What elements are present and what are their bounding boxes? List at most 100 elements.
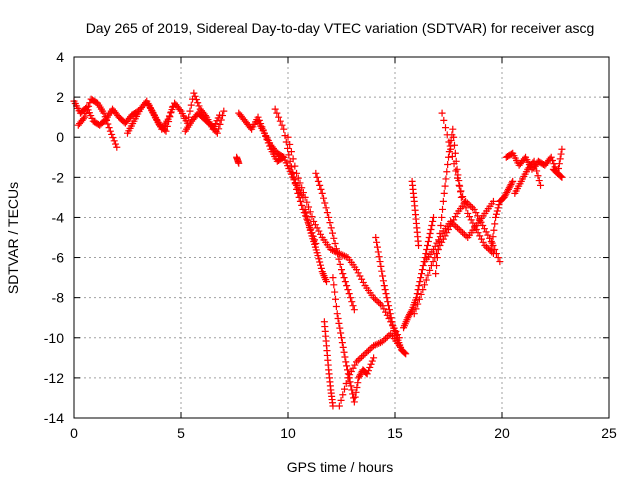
data-point [457,193,465,201]
y-tick-label: 0 [56,129,64,145]
data-point [316,181,324,189]
grid [74,57,609,418]
data-point [370,354,378,362]
data-point [429,258,437,266]
data-point [352,358,360,366]
data-point [358,275,366,283]
data-point [298,201,306,209]
data-point [465,201,473,209]
data-point [339,343,347,351]
data-point [443,168,451,176]
series-sat-track-14 [329,274,378,406]
data-point [338,266,345,274]
data-point [442,175,450,183]
data-point [263,136,271,144]
series-sat-track-15 [335,330,403,410]
data-point [191,92,199,100]
data-point [557,150,565,158]
series-sat-track-16 [372,234,410,358]
data-point [187,101,195,109]
data-point [332,302,340,310]
data-point [167,109,175,117]
data-point [346,294,354,302]
data-point [480,225,488,233]
data-point [323,278,331,286]
data-point [330,281,338,289]
data-point [312,169,320,177]
data-point [503,189,511,197]
data-point [428,221,436,229]
data-point [557,173,565,181]
data-point [367,360,375,368]
data-point [378,267,386,275]
data-point [291,162,299,170]
data-point [350,306,358,314]
data-point [490,226,498,234]
data-point [314,177,322,185]
data-point [493,207,501,215]
data-point [347,367,355,375]
data-point [455,225,463,233]
chart-title: Day 265 of 2019, Sidereal Day-to-day VTE… [86,20,595,36]
data-point [487,246,495,254]
data-point [315,255,323,263]
data-point [437,221,445,229]
data-point [354,269,362,277]
data-point [433,262,441,270]
data-point [417,274,425,282]
data-point [479,238,487,246]
data-point [348,386,356,394]
data-point [381,286,389,294]
data-point [459,229,467,237]
data-point [441,182,449,190]
data-point [293,185,301,193]
data-point [415,242,423,250]
data-point [334,250,342,258]
data-point [481,242,489,250]
data-point [547,153,555,161]
data-point [484,245,492,253]
data-point [306,208,314,216]
data-point [370,342,378,350]
data-point [340,385,348,393]
data-point [329,274,337,282]
y-tick-label: -12 [44,370,64,386]
data-point [487,238,495,246]
data-point [549,156,557,164]
data-point [289,155,297,163]
data-point [100,109,108,117]
data-point [447,217,455,225]
data-point [278,121,286,129]
data-point [220,107,228,115]
data-point [354,379,362,387]
data-point [452,167,460,175]
data-point [450,141,458,149]
data-point [364,347,372,355]
data-point [430,213,438,221]
series-sat-track-5 [181,107,228,137]
data-point [331,288,339,296]
data-point [368,357,376,365]
series-sat-track-2 [74,95,121,151]
data-point [450,133,458,141]
y-tick-label: -2 [52,169,65,185]
data-point [401,349,409,357]
data-point [448,219,456,227]
data-point [287,163,295,171]
data-point [327,246,335,254]
data-point [350,398,358,406]
data-point [452,222,460,230]
data-point [535,177,543,185]
data-point [289,169,297,177]
data-point [414,300,422,308]
data-point [320,194,328,202]
data-point [372,234,380,241]
data-point [494,254,502,262]
data-point [359,278,367,286]
data-point [327,224,335,232]
data-point [304,216,312,224]
data-point [380,282,388,290]
data-point [336,324,344,332]
data-point [439,197,447,205]
